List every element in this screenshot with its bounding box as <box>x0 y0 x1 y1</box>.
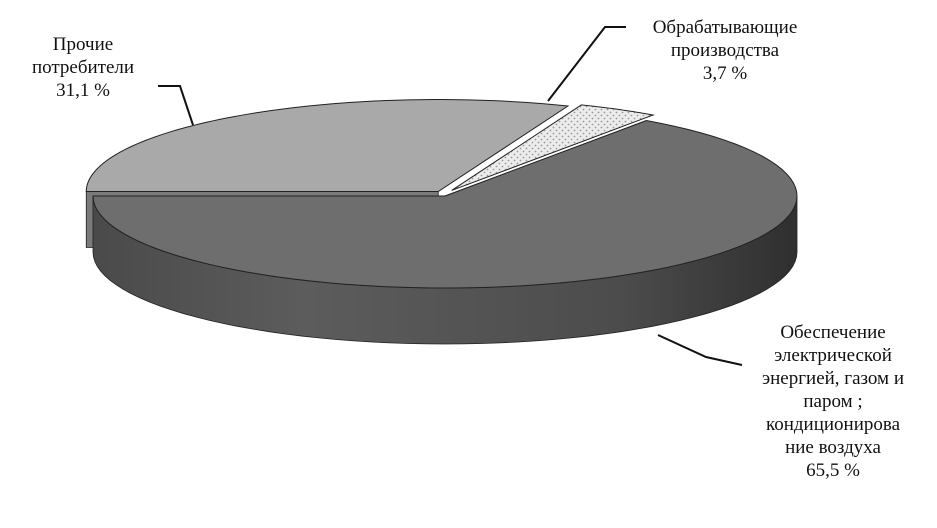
label-other-line-2: потребители <box>31 57 135 78</box>
label-manuf-value: 3,7 % <box>702 63 748 84</box>
label-energy-line-4: паром ; <box>803 391 863 412</box>
slice-other <box>85 99 570 193</box>
label-energy-line-3: энергией, газом и <box>761 368 905 389</box>
label-energy-line-1: Обеспечение <box>780 322 886 343</box>
label-other-value: 31,1 % <box>56 80 110 101</box>
leader-line-other <box>158 85 194 126</box>
label-other-consumers: Прочие потребители 31,1 % <box>8 33 158 102</box>
label-manuf-line-1: Обрабатывающие <box>652 17 798 38</box>
leader-line-energy <box>657 334 743 366</box>
slice-manuf <box>451 104 655 191</box>
leader-line-manuf <box>547 26 626 102</box>
label-energy-line-2: электрической <box>774 345 892 366</box>
label-energy-value: 65,5 % <box>806 460 860 481</box>
label-energy-line-5: кондиционирова <box>765 414 901 435</box>
slice-energy <box>92 120 798 289</box>
label-energy-line-6: ние воздуха <box>785 437 881 458</box>
label-manuf-line-2: производства <box>670 40 780 61</box>
label-energy-supply: Обеспечение электрической энергией, газо… <box>728 321 937 482</box>
label-manufacturing: Обрабатывающие производства 3,7 % <box>610 16 840 85</box>
label-other-line-1: Прочие <box>52 34 114 55</box>
